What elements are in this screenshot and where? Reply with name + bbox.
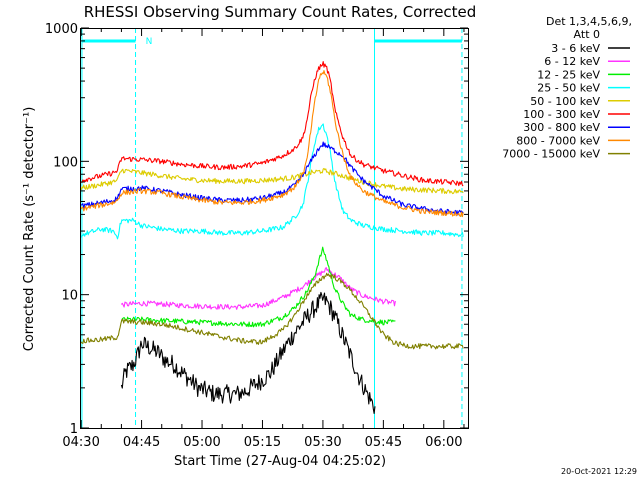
flag-label-0: N [146,37,153,47]
series-100-300-kev [80,61,464,187]
y-tick-label-3: 1000 [45,22,78,37]
legend-label-0: 3 - 6 keV [551,42,600,55]
y-axis-label: Corrected Count Rate (s⁻¹ detector⁻¹) [22,107,37,352]
x-tick-label-6: 06:00 [425,435,462,450]
legend-title-line-1: Det 1,3,4,5,6,9, [546,15,632,28]
x-tick-label-1: 04:45 [123,435,160,450]
series-3-6-kev [120,291,376,414]
series-12-25-kev [120,246,396,328]
chart-title: RHESSI Observing Summary Count Rates, Co… [84,3,477,21]
series-800-7000-kev [80,70,464,218]
legend-label-2: 12 - 25 keV [537,68,600,81]
x-axis: 04:30 04:45 05:00 05:15 05:30 05:45 06:00 [62,28,465,450]
legend-label-5: 100 - 300 keV [523,108,600,121]
date-stamp: 20-Oct-2021 12:29 [561,467,637,476]
legend-label-3: 25 - 50 keV [537,82,600,95]
legend-label-7: 800 - 7000 keV [516,134,600,147]
y-tick-label-1: 10 [61,289,78,304]
y-tick-label-0: 1 [70,422,78,437]
x-tick-label-2: 05:00 [183,435,220,450]
x-tick-label-3: 05:15 [244,435,281,450]
series-25-50-kev [80,123,464,240]
legend-title-line-2: Att 0 [574,28,600,41]
legend-label-1: 6 - 12 keV [544,55,600,68]
x-tick-label-5: 05:45 [365,435,402,450]
x-tick-label-4: 05:30 [304,435,341,450]
series-7000-15000-kev [80,272,464,350]
x-tick-label-0: 04:30 [62,435,99,450]
y-axis: 1 10 100 1000 [45,22,468,437]
plot-area: N [80,28,464,428]
legend-label-8: 7000 - 15000 keV [502,148,600,161]
legend-label-4: 50 - 100 keV [530,95,600,108]
series-50-100-kev [80,167,464,195]
legend-label-6: 300 - 800 keV [523,121,600,134]
series-6-12-kev [120,267,396,310]
y-tick-label-2: 100 [53,155,78,170]
plot-frame [80,28,469,429]
x-axis-label: Start Time (27-Aug-04 04:25:02) [174,454,386,469]
